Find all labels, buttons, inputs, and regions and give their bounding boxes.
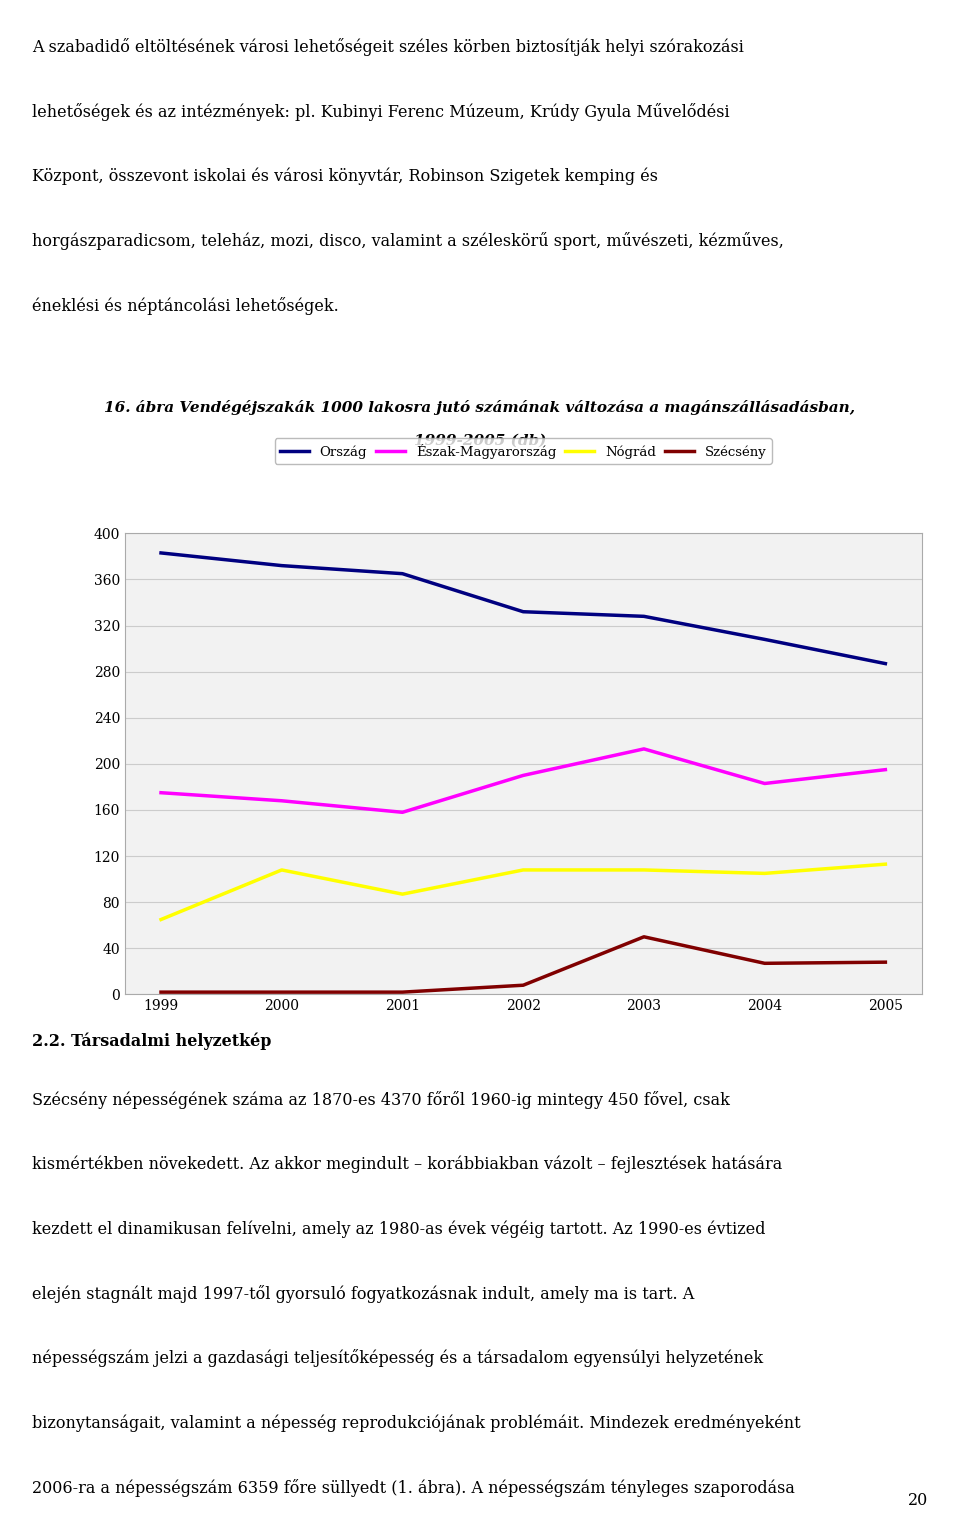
Text: elején stagnált majd 1997-től gyorsuló fogyatkozásnak indult, amely ma is tart. : elején stagnált majd 1997-től gyorsuló f… (32, 1285, 694, 1303)
Text: népességszám jelzi a gazdasági teljesítőképesség és a társadalom egyensúlyi hely: népességszám jelzi a gazdasági teljesítő… (32, 1349, 763, 1368)
Text: A szabadidő eltöltésének városi lehetőségeit széles körben biztosítják helyi szó: A szabadidő eltöltésének városi lehetősé… (32, 38, 744, 57)
Text: Központ, összevont iskolai és városi könyvtár, Robinson Szigetek kemping és: Központ, összevont iskolai és városi kön… (32, 168, 658, 184)
Text: horgászparadicsom, teleház, mozi, disco, valamint a széleskörű sport, művészeti,: horgászparadicsom, teleház, mozi, disco,… (32, 232, 783, 251)
Text: kezdett el dinamikusan felívelni, amely az 1980-as évek végéig tartott. Az 1990-: kezdett el dinamikusan felívelni, amely … (32, 1220, 765, 1237)
Text: 2.2. Társadalmi helyzetkép: 2.2. Társadalmi helyzetkép (32, 1033, 271, 1050)
Text: kismértékben növekedett. Az akkor megindult – korábbiakban vázolt – fejlesztések: kismértékben növekedett. Az akkor megind… (32, 1156, 782, 1173)
Text: Szécsény népességének száma az 1870-es 4370 főről 1960-ig mintegy 450 fővel, csa: Szécsény népességének száma az 1870-es 4… (32, 1091, 730, 1110)
Text: éneklési és néptáncolási lehetőségek.: éneklési és néptáncolási lehetőségek. (32, 297, 339, 315)
Text: lehetőségek és az intézmények: pl. Kubinyi Ferenc Múzeum, Krúdy Gyula Művelődési: lehetőségek és az intézmények: pl. Kubin… (32, 103, 730, 121)
Text: 20: 20 (908, 1492, 928, 1509)
Text: 2006-ra a népességszám 6359 főre süllyedt (1. ábra). A népességszám tényleges sz: 2006-ra a népességszám 6359 főre süllyed… (32, 1479, 795, 1497)
Text: bizonytanságait, valamint a népesség reprodukciójának problémáit. Mindezek eredm: bizonytanságait, valamint a népesség rep… (32, 1414, 801, 1431)
Text: 1999-2005 (db): 1999-2005 (db) (414, 433, 546, 447)
Text: 16. ábra Vendégéjszakák 1000 lakosra jutó számának változása a magánszállásadásb: 16. ábra Vendégéjszakák 1000 lakosra jut… (105, 400, 855, 415)
Legend: Ország, Észak-Magyarország, Nógrád, Szécsény: Ország, Észak-Magyarország, Nógrád, Széc… (275, 438, 772, 464)
